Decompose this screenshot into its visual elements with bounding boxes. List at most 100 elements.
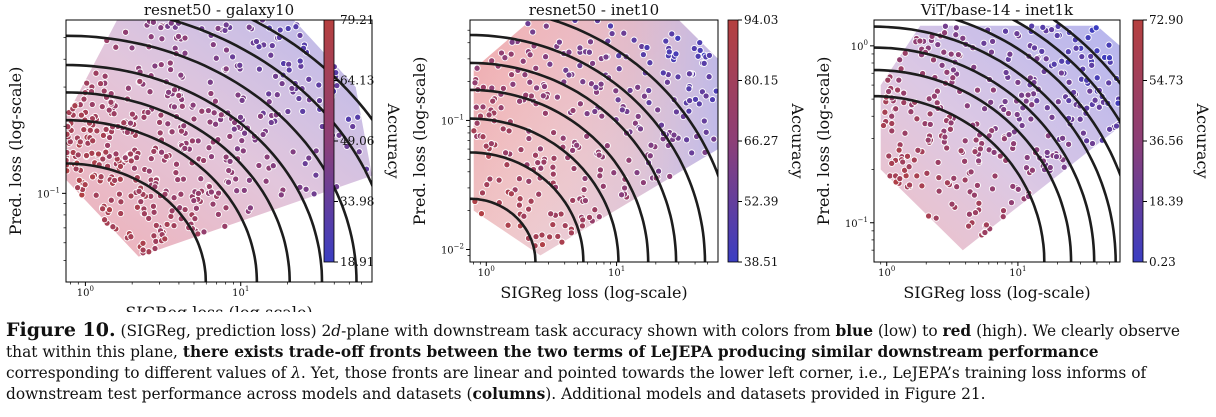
scatter-point <box>884 76 892 84</box>
scatter-point <box>540 82 549 91</box>
scatter-point <box>1023 153 1031 162</box>
scatter-point <box>690 44 698 53</box>
scatter-point <box>1088 61 1096 69</box>
accuracy-front <box>874 46 1096 262</box>
accuracy-front <box>66 34 358 282</box>
scatter-point <box>137 198 145 206</box>
scatter-point <box>1030 44 1039 52</box>
scatter-point <box>144 108 152 116</box>
scatter-point <box>214 210 222 218</box>
scatter-point <box>1083 137 1091 145</box>
x-tick-label: 100 <box>478 265 495 279</box>
scatter-point <box>634 83 642 91</box>
scatter-point <box>547 210 555 218</box>
scatter-point <box>670 131 678 139</box>
scatter-point <box>531 151 540 159</box>
scatter-point <box>1007 199 1016 207</box>
scatter-point <box>535 190 543 198</box>
accuracy-front <box>1051 20 1120 86</box>
scatter-point <box>222 204 230 212</box>
scatter-point <box>537 164 545 172</box>
scatter-point <box>128 110 136 118</box>
scatter-point <box>1092 24 1100 32</box>
axes-frame <box>469 19 719 263</box>
scatter-point <box>1028 101 1036 109</box>
scatter-point <box>150 147 158 155</box>
scatter-point <box>170 103 178 111</box>
scatter-point <box>181 34 189 42</box>
scatter-point <box>696 39 704 47</box>
scatter-point <box>1072 44 1080 52</box>
scatter-point <box>933 87 941 95</box>
colorbar-tick-label: 66.27 <box>744 134 778 148</box>
scatter-point <box>157 24 165 32</box>
scatter-point <box>112 43 120 51</box>
scatter-point <box>925 212 933 220</box>
scatter-point <box>88 100 96 109</box>
scatter-point <box>971 209 980 217</box>
scatter-point <box>1001 27 1010 35</box>
scatter-point <box>562 66 570 74</box>
scatter-point <box>174 32 183 40</box>
scatter-point <box>101 72 109 80</box>
accuracy-front <box>66 63 324 282</box>
scatter-point <box>135 187 143 195</box>
scatter-point <box>126 150 135 158</box>
y-tick-label: 10−1 <box>441 113 464 127</box>
scatter-point <box>640 92 648 100</box>
scatter-point <box>66 167 71 175</box>
scatter-point <box>273 91 281 99</box>
scatter-point <box>1105 79 1113 87</box>
scatter-point <box>349 122 357 131</box>
scatter-point <box>573 141 581 149</box>
scatter-point <box>175 91 183 100</box>
scatter-point <box>599 182 607 190</box>
scatter-point <box>954 51 962 59</box>
scatter-point <box>910 156 918 164</box>
scatter-point <box>263 153 271 161</box>
scatter-point <box>959 34 967 42</box>
scatter-point <box>101 216 109 224</box>
scatter-point <box>991 172 999 180</box>
scatter-point <box>526 78 534 86</box>
scatter-point <box>705 73 713 81</box>
scatter-point <box>705 51 713 59</box>
scatter-point <box>255 65 263 73</box>
scatter-point <box>549 163 557 171</box>
scatter-point <box>152 237 160 245</box>
scatter-point <box>981 105 989 113</box>
y-tick-label: 100 <box>851 39 868 53</box>
scatter-point <box>975 199 983 207</box>
scatter-point <box>700 59 708 67</box>
scatter-point <box>72 165 80 173</box>
scatter-point <box>1042 55 1050 63</box>
scatter-point <box>695 100 703 108</box>
scatter-point <box>620 29 628 37</box>
scatter-point <box>943 179 951 187</box>
scatter-point <box>525 134 533 143</box>
scatter-point <box>112 150 120 158</box>
scatter-point <box>1106 125 1114 133</box>
scatter-point <box>194 137 202 145</box>
scatter-point <box>209 41 217 49</box>
scatter-point <box>595 213 603 221</box>
scatter-point <box>929 56 938 64</box>
scatter-point <box>236 113 245 121</box>
scatter-point <box>1060 163 1068 171</box>
scatter-point <box>1112 122 1120 130</box>
scatter-point <box>550 129 558 137</box>
scatter-point <box>980 39 988 47</box>
scatter-point <box>1002 68 1010 77</box>
colorbar <box>727 19 739 263</box>
accuracy-front <box>167 20 372 188</box>
scatter-point <box>913 115 921 123</box>
scatter-point <box>140 210 148 218</box>
scatter-point <box>179 175 187 183</box>
scatter-point <box>240 186 248 194</box>
scatter-point <box>608 30 616 38</box>
scatter-point <box>177 71 185 79</box>
scatter-point <box>296 31 304 39</box>
scatter-point <box>672 50 680 58</box>
scatter-point <box>541 109 549 117</box>
scatter-point <box>268 42 276 50</box>
